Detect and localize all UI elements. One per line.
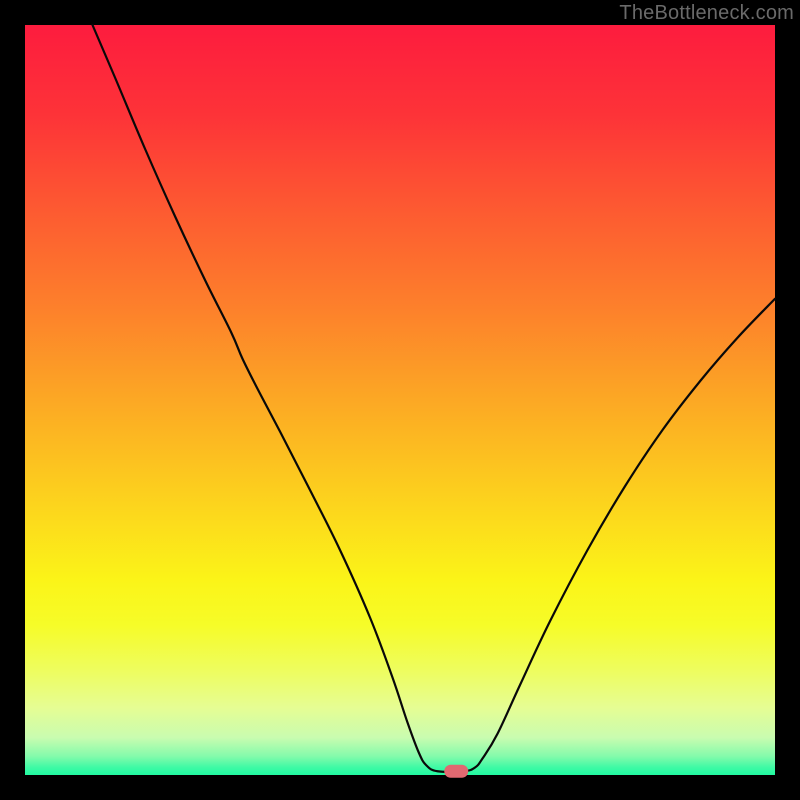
plot-background <box>25 25 775 775</box>
minimum-marker <box>444 765 468 778</box>
watermark-text: TheBottleneck.com <box>619 2 794 25</box>
bottleneck-chart <box>0 0 800 800</box>
